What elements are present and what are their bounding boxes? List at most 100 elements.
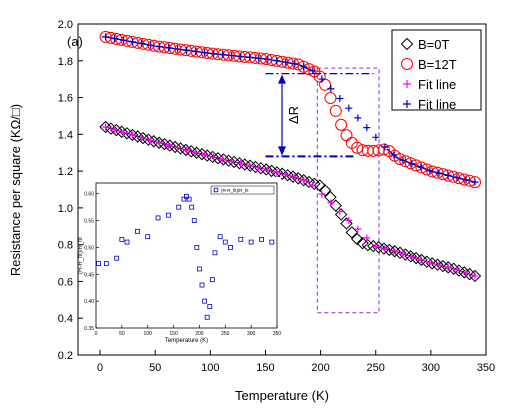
y-axis-label: Resistance per square (KΩ/□) [8, 104, 23, 276]
legend: B=0T B=12T Fit line Fit line [391, 29, 482, 112]
x-tick-label: 300 [422, 362, 440, 374]
inset-data-point [189, 204, 195, 210]
legend-marker [403, 80, 411, 88]
data-point [453, 266, 461, 274]
data-point [237, 159, 245, 167]
inset-data-point [207, 304, 213, 309]
data-point [156, 139, 164, 147]
plot-frame [77, 23, 487, 356]
data-point [246, 162, 254, 170]
data-point [291, 60, 299, 68]
y-tick-label: 0.6 [58, 276, 73, 288]
data-point [435, 261, 443, 269]
inset-data-point [204, 314, 210, 320]
data-point [345, 226, 359, 239]
data-point [426, 167, 434, 175]
inset-data-point [259, 236, 264, 242]
data-point [120, 128, 128, 136]
data-point [237, 52, 245, 60]
data-point [233, 156, 246, 170]
inset-data-point [197, 266, 202, 272]
data-point [327, 199, 335, 207]
data-point [377, 143, 390, 156]
data-point [354, 114, 362, 122]
data-point [367, 239, 380, 253]
inset-data-point [222, 239, 228, 245]
data-point [335, 118, 348, 131]
x-tick-label: 350 [477, 362, 495, 374]
inset-data-point [212, 250, 218, 256]
data-point [309, 67, 317, 75]
delta-r-label: ΔR [286, 106, 301, 124]
inset-y-tick-label: 0.40 [84, 299, 94, 305]
inset-data-point [119, 236, 125, 242]
data-point [324, 92, 337, 105]
y-tick-label: 0.2 [58, 350, 73, 362]
data-point [329, 199, 342, 212]
data-point [444, 171, 452, 179]
inset-data-point [217, 234, 223, 240]
y-tick-label: 1.2 [58, 166, 73, 178]
data-points [99, 30, 482, 283]
data-point [345, 104, 353, 112]
y-tick-label: 1.4 [58, 129, 73, 141]
data-point [453, 174, 461, 182]
x-axis-label: Temperature (K) [235, 388, 329, 403]
data-point [426, 259, 434, 267]
data-point [183, 46, 191, 54]
inset-data-point [134, 228, 140, 234]
delta-arrow-head-up [278, 74, 286, 84]
y-tick-label: 1.0 [58, 203, 73, 215]
inset-data-point [114, 255, 120, 261]
panel-label: (a) [67, 34, 83, 49]
data-point [354, 225, 362, 233]
data-point [399, 155, 412, 168]
data-point [381, 143, 389, 151]
data-point [138, 40, 146, 48]
inset-x-tick-label: 300 [247, 331, 256, 337]
data-point [156, 43, 164, 51]
data-point [147, 41, 155, 49]
data-point [318, 75, 326, 83]
data-point [468, 269, 482, 283]
data-point [120, 36, 128, 44]
data-point [264, 55, 272, 63]
data-point [334, 208, 348, 221]
data-point [138, 134, 146, 142]
x-tick-label: 250 [367, 362, 385, 374]
inset-data-point [209, 277, 215, 283]
y-tick-label: 0.4 [58, 313, 73, 325]
data-point [147, 136, 155, 144]
x-tick-label: 200 [311, 362, 329, 374]
legend-entry: B=12T [418, 57, 457, 72]
data-point [255, 164, 263, 172]
legend-marker [400, 37, 414, 51]
data-point [435, 169, 443, 177]
data-point [408, 253, 416, 261]
inset-data-point [181, 196, 187, 202]
data-point [282, 58, 290, 66]
data-point [228, 52, 236, 60]
y-tick-label: 0.8 [58, 240, 73, 252]
data-point [471, 178, 479, 186]
data-point [363, 124, 371, 132]
data-point [273, 168, 281, 176]
data-point [350, 232, 364, 246]
data-point [264, 166, 272, 174]
data-point [228, 157, 236, 165]
data-point [201, 49, 209, 57]
inset-y-tick-label: 0.50 [84, 245, 94, 251]
data-point [415, 161, 428, 174]
inset-x-tick-label: 100 [144, 331, 153, 337]
data-point [309, 181, 317, 189]
data-point [243, 159, 257, 172]
data-point [297, 60, 310, 73]
data-point [111, 35, 119, 43]
inset-x-tick-label: 200 [195, 331, 204, 337]
data-point [381, 245, 389, 253]
inset-x-tick-label: 50 [119, 331, 125, 337]
data-point [462, 269, 470, 277]
data-point [192, 148, 200, 156]
data-point [444, 263, 452, 271]
